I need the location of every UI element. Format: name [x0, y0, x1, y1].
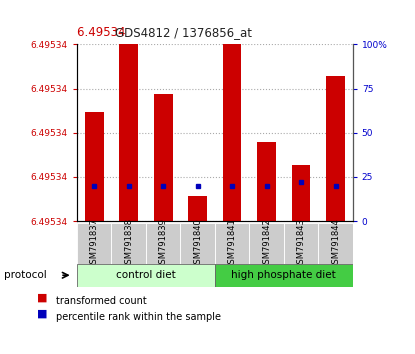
Bar: [318, 223, 353, 264]
Bar: [284, 223, 318, 264]
Text: high phosphate diet: high phosphate diet: [232, 270, 336, 280]
Bar: [188, 196, 207, 221]
Text: ■: ■: [37, 309, 48, 319]
Text: GSM791838: GSM791838: [124, 218, 133, 269]
Text: percentile rank within the sample: percentile rank within the sample: [56, 312, 221, 322]
Text: ■: ■: [37, 293, 48, 303]
Text: GDS4812 / 1376856_at: GDS4812 / 1376856_at: [115, 26, 252, 39]
Text: protocol: protocol: [4, 270, 47, 280]
Bar: [77, 264, 215, 287]
Bar: [291, 165, 310, 221]
Text: transformed count: transformed count: [56, 296, 147, 306]
Text: GSM791840: GSM791840: [193, 218, 202, 269]
Bar: [85, 112, 103, 221]
Bar: [181, 223, 215, 264]
Text: GSM791843: GSM791843: [296, 218, 305, 269]
Bar: [111, 223, 146, 264]
Bar: [249, 223, 284, 264]
Text: control diet: control diet: [116, 270, 176, 280]
Bar: [215, 223, 249, 264]
Text: 6.49534: 6.49534: [77, 26, 129, 39]
Bar: [146, 223, 180, 264]
Bar: [215, 264, 353, 287]
Text: GSM791844: GSM791844: [331, 218, 340, 269]
Text: GSM791842: GSM791842: [262, 218, 271, 269]
Bar: [119, 44, 138, 221]
Text: GSM791839: GSM791839: [159, 218, 168, 269]
Bar: [326, 76, 345, 221]
Bar: [154, 94, 173, 221]
Bar: [257, 142, 276, 221]
Bar: [222, 44, 242, 221]
Text: GSM791841: GSM791841: [227, 218, 237, 269]
Text: GSM791837: GSM791837: [90, 218, 98, 269]
Bar: [77, 223, 111, 264]
